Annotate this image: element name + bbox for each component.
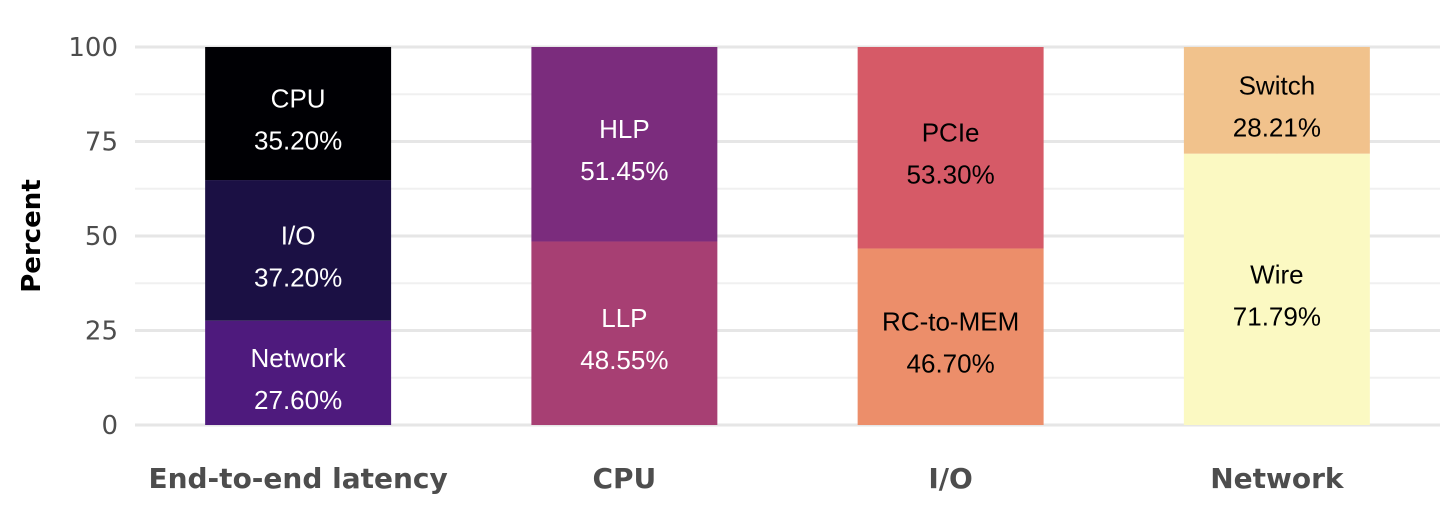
bar-stack: RC-to-MEM 46.70% PCIe 53.30% (857, 47, 1044, 425)
segment-value-label: 71.79% (1233, 301, 1321, 331)
segment-value-label: 53.30% (907, 160, 995, 190)
segment-name-label: Wire (1250, 259, 1303, 289)
segment-name-label: I/O (281, 220, 316, 250)
bars: Network 27.60% I/O 37.20% CPU 35.20% LLP 48.55%… (205, 47, 1370, 426)
bar-stack: Wire 71.79% Switch 28.21% (1183, 47, 1370, 426)
segment-name-label: Network (250, 343, 346, 373)
segment-value-label: 37.20% (254, 262, 342, 292)
bar-stack: Network 27.60% I/O 37.20% CPU 35.20% (205, 47, 392, 425)
y-axis-title: Percent (17, 179, 47, 293)
segment-name-label: PCIe (922, 118, 980, 148)
segment-value-label: 48.55% (580, 345, 668, 375)
bar-segment (1183, 47, 1370, 154)
segment-value-label: 28.21% (1233, 112, 1321, 142)
x-category-label: I/O (928, 462, 972, 495)
y-tick-label: 50 (85, 222, 118, 252)
bar-segment (531, 241, 718, 425)
segment-name-label: RC-to-MEM (882, 307, 1019, 337)
y-axis: 0 25 50 75 100 (68, 33, 118, 441)
bar-segment (205, 180, 392, 321)
bar-segment (531, 47, 718, 242)
segment-value-label: 46.70% (907, 349, 995, 379)
bar-segment (857, 47, 1044, 249)
segment-value-label: 35.20% (254, 126, 342, 156)
segment-value-label: 27.60% (254, 385, 342, 415)
y-tick-label: 100 (68, 33, 118, 63)
x-category-label: Network (1210, 462, 1345, 495)
segment-name-label: Switch (1239, 70, 1316, 100)
y-tick-label: 75 (85, 128, 118, 158)
bar-segment (205, 320, 392, 425)
bar-segment (857, 248, 1044, 425)
y-tick-label: 25 (85, 317, 118, 347)
y-tick-label: 0 (101, 411, 118, 441)
x-axis: End-to-end latency CPU I/O Network (148, 462, 1344, 495)
segment-name-label: HLP (599, 114, 650, 144)
bar-segment (1183, 153, 1370, 426)
segment-name-label: LLP (601, 303, 647, 333)
x-category-label: End-to-end latency (148, 462, 447, 495)
bar-stack: LLP 48.55% HLP 51.45% (531, 47, 718, 425)
segment-name-label: CPU (271, 84, 326, 114)
bar-segment (205, 47, 392, 181)
segment-value-label: 51.45% (580, 156, 668, 186)
x-category-label: CPU (592, 462, 656, 495)
